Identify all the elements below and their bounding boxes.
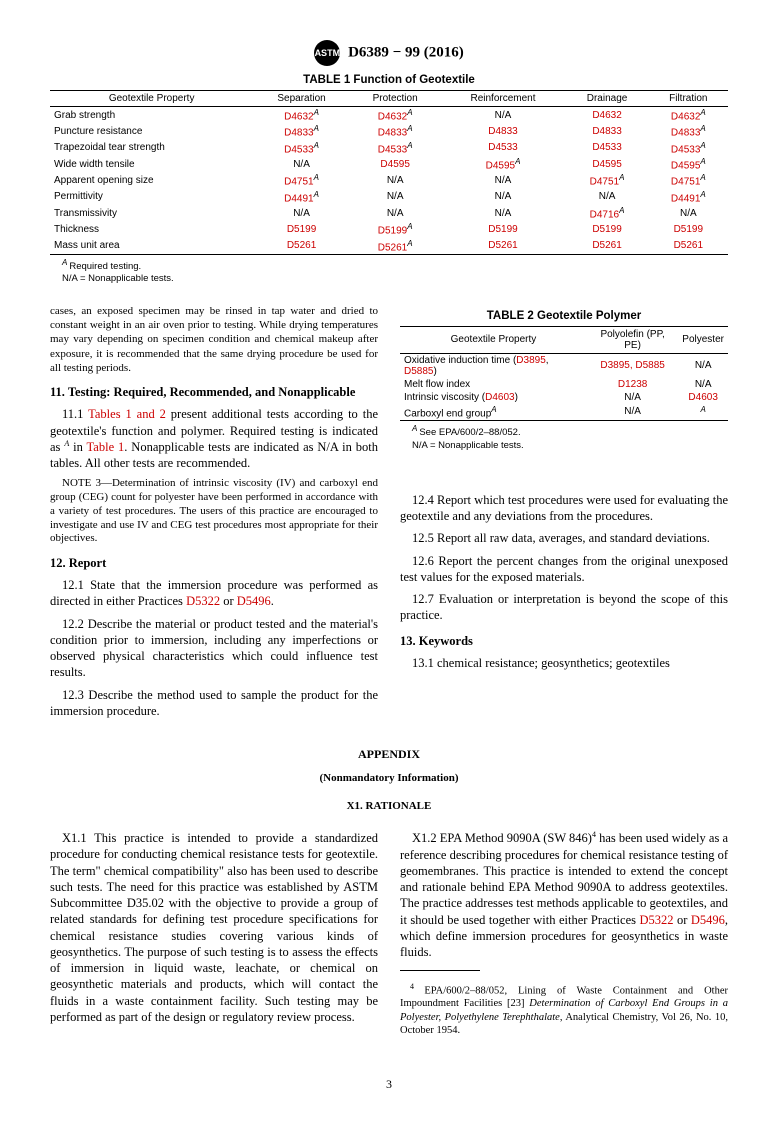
table2-footnotes: ASee EPA/600/2–88/052. N/A = Nonapplicab… bbox=[400, 424, 728, 452]
table1: Geotextile PropertySeparationProtectionR… bbox=[50, 90, 728, 255]
appendix-sub2: X1. RATIONALE bbox=[50, 800, 728, 812]
table2-col: Polyolefin (PP, PE) bbox=[587, 326, 678, 353]
d5496-link[interactable]: D5496 bbox=[237, 594, 271, 608]
table-row: Carboxyl end groupAN/AA bbox=[400, 404, 728, 421]
s12-head: 12. Report bbox=[50, 556, 378, 571]
s12-p4: 12.4 Report which test procedures were u… bbox=[400, 492, 728, 525]
table-row: Oxidative induction time (D3895, D5885)D… bbox=[400, 353, 728, 378]
table1-col: Drainage bbox=[565, 91, 648, 107]
page-number: 3 bbox=[50, 1077, 728, 1092]
table-row: Apparent opening sizeD4751AN/AN/AD4751AD… bbox=[50, 172, 728, 188]
footnote-4: 4 EPA/600/2–88/052, Lining of Waste Cont… bbox=[400, 982, 728, 1037]
s12-p6: 12.6 Report the percent changes from the… bbox=[400, 553, 728, 586]
appendix-head: APPENDIX bbox=[50, 747, 728, 762]
table1-col: Separation bbox=[253, 91, 349, 107]
designation-text: D6389 − 99 (2016) bbox=[348, 44, 464, 60]
s11-p1: 11.1 Tables 1 and 2 present additional t… bbox=[50, 406, 378, 471]
tables-link[interactable]: Tables 1 and 2 bbox=[88, 407, 166, 421]
table1-title: TABLE 1 Function of Geotextile bbox=[50, 74, 728, 86]
table1-col: Reinforcement bbox=[441, 91, 566, 107]
s12-p7: 12.7 Evaluation or interpretation is bey… bbox=[400, 591, 728, 624]
table-row: Melt flow indexD1238N/A bbox=[400, 378, 728, 391]
left-column: cases, an exposed specimen may be rinsed… bbox=[50, 304, 378, 725]
table1-link[interactable]: Table 1 bbox=[87, 440, 125, 454]
s12-p5: 12.5 Report all raw data, averages, and … bbox=[400, 530, 728, 546]
s12-p1: 12.1 State that the immersion procedure … bbox=[50, 577, 378, 610]
d5496-link-2[interactable]: D5496 bbox=[691, 913, 725, 927]
table-row: Wide width tensileN/AD4595D4595AD4595D45… bbox=[50, 156, 728, 172]
table-row: Puncture resistanceD4833AD4833AD4833D483… bbox=[50, 123, 728, 139]
table-row: ThicknessD5199D5199AD5199D5199D5199 bbox=[50, 221, 728, 237]
table1-col: Geotextile Property bbox=[50, 91, 253, 107]
s13-p1: 13.1 chemical resistance; geosynthetics;… bbox=[400, 655, 728, 671]
table1-col: Protection bbox=[350, 91, 441, 107]
table-row: Mass unit areaD5261D5261AD5261D5261D5261 bbox=[50, 238, 728, 255]
page-header: ASTM D6389 − 99 (2016) bbox=[50, 40, 728, 66]
table-row: PermittivityD4491AN/AN/AN/AD4491A bbox=[50, 189, 728, 205]
table1-footnotes: ARequired testing. N/A = Nonapplicable t… bbox=[50, 258, 728, 286]
table-row: Intrinsic viscosity (D4603)N/AD4603 bbox=[400, 391, 728, 404]
d5322-link[interactable]: D5322 bbox=[186, 594, 220, 608]
s12-p3: 12.3 Describe the method used to sample … bbox=[50, 687, 378, 720]
astm-logo: ASTM bbox=[314, 40, 340, 66]
table2-col: Polyester bbox=[678, 326, 728, 353]
d5322-link-2[interactable]: D5322 bbox=[639, 913, 673, 927]
table2-title: TABLE 2 Geotextile Polymer bbox=[400, 310, 728, 322]
s12-p2: 12.2 Describe the material or product te… bbox=[50, 616, 378, 681]
table-row: TransmissivityN/AN/AN/AD4716AN/A bbox=[50, 205, 728, 221]
x11: X1.1 This practice is intended to provid… bbox=[50, 830, 378, 1025]
note3: NNOTE 3—Determination of intrinsic visco… bbox=[50, 477, 378, 546]
table-row: Trapezoidal tear strengthD4533AD4533AD45… bbox=[50, 140, 728, 156]
footnote-rule bbox=[400, 970, 480, 971]
lead-para: cases, an exposed specimen may be rinsed… bbox=[50, 304, 378, 375]
table1-col: Filtration bbox=[649, 91, 728, 107]
right-column: TABLE 2 Geotextile Polymer Geotextile Pr… bbox=[400, 304, 728, 725]
appendix-sub1: (Nonmandatory Information) bbox=[50, 772, 728, 784]
s11-head: 11. Testing: Required, Recommended, and … bbox=[50, 385, 378, 400]
table2: Geotextile PropertyPolyolefin (PP, PE)Po… bbox=[400, 326, 728, 421]
table-row: Grab strengthD4632AD4632AN/AD4632D4632A bbox=[50, 107, 728, 124]
table2-col: Geotextile Property bbox=[400, 326, 587, 353]
x12: X1.2 EPA Method 9090A (SW 846)4 has been… bbox=[400, 830, 728, 960]
s13-head: 13. Keywords bbox=[400, 634, 728, 649]
